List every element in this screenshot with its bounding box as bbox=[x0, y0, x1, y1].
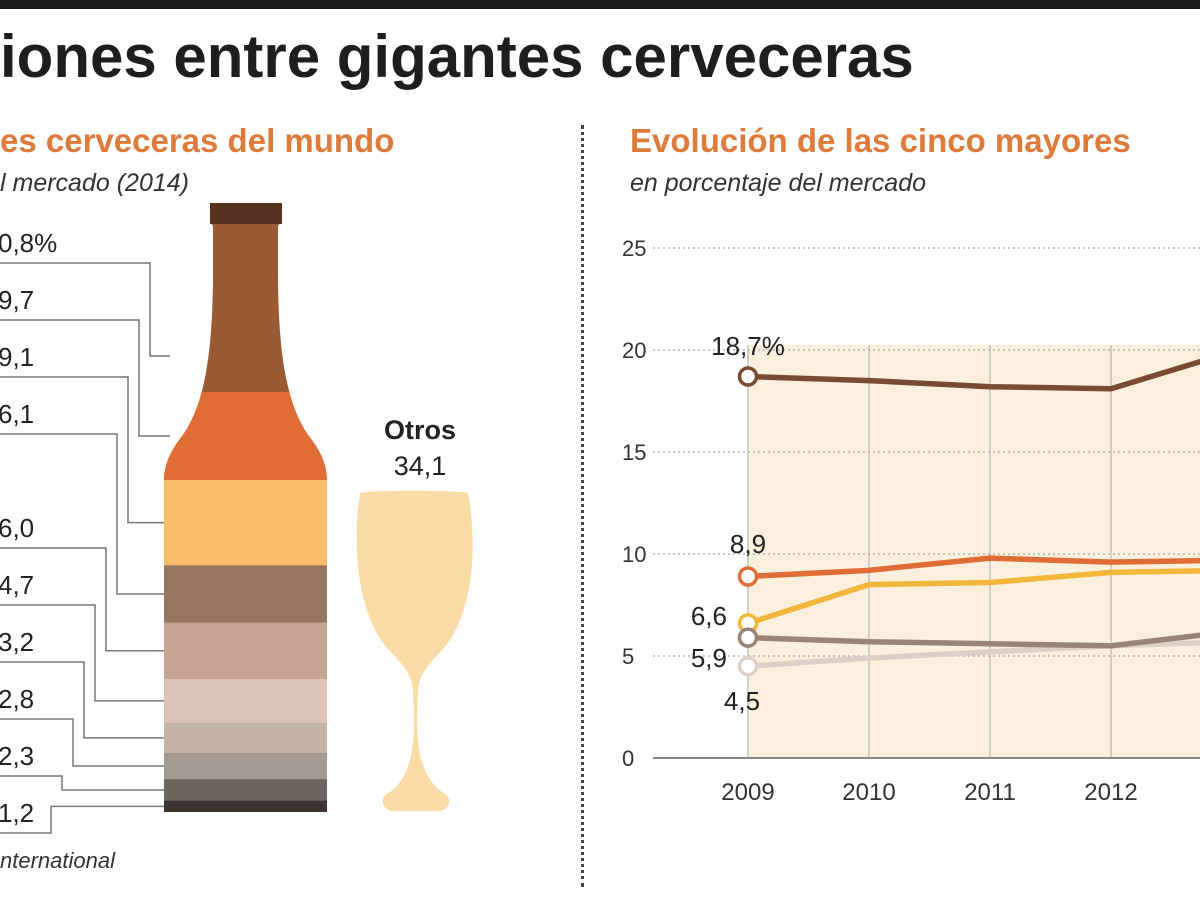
horizontal-grid bbox=[653, 247, 1200, 759]
y-tick-label: 5 bbox=[622, 644, 634, 669]
plot-background bbox=[748, 345, 1200, 758]
bottle-labels: 0,8% 9,7 9,1 6,1 6,0 4,7 3,2 2,8 2,3 1,2 bbox=[0, 228, 57, 828]
series-line bbox=[745, 555, 1200, 580]
x-tick-label: 2010 bbox=[842, 779, 895, 806]
vertical-grid bbox=[747, 345, 1112, 758]
y-tick-label: 10 bbox=[622, 542, 646, 567]
leader-line bbox=[0, 661, 170, 739]
leader-line bbox=[0, 775, 170, 791]
others-label: Otros bbox=[384, 415, 456, 445]
leader-lines bbox=[0, 262, 170, 834]
bottle-value-label: 1,2 bbox=[0, 798, 34, 828]
leader-line bbox=[0, 319, 170, 437]
y-axis-ticks: 0 5 10 15 20 25 bbox=[622, 236, 646, 771]
leader-line bbox=[0, 376, 170, 524]
series-lines bbox=[745, 358, 1200, 669]
bottle-value-label: 9,7 bbox=[0, 285, 34, 315]
bottle-value-label: 2,8 bbox=[0, 684, 34, 714]
series-start-label: 18,7% bbox=[711, 331, 785, 361]
x-tick-label: 2012 bbox=[1084, 779, 1137, 806]
series-line bbox=[745, 358, 1200, 392]
x-axis-ticks: 20092010201120122013 bbox=[721, 779, 1137, 806]
series-start-marker bbox=[737, 366, 759, 387]
source-note: nternational bbox=[0, 848, 115, 873]
bottle-segment bbox=[164, 722, 327, 754]
line-chart-subtitle: Evolución de las cinco mayores bbox=[630, 122, 1131, 159]
bottle-segment bbox=[164, 779, 327, 802]
series-start-label: 8,9 bbox=[730, 529, 766, 559]
x-tick-label: 2011 bbox=[964, 779, 1016, 806]
bottle-chart-note: l mercado (2014) bbox=[0, 169, 189, 197]
leader-line bbox=[0, 805, 170, 834]
others-value: 34,1 bbox=[394, 451, 447, 481]
bottle-chart: 0,8% 9,7 9,1 6,1 6,0 4,7 3,2 2,8 2,3 1,2 Otros 34… bbox=[0, 203, 473, 834]
main-title: iones entre gigantes cerveceras bbox=[0, 23, 914, 90]
line-chart-note: en porcentaje del mercado bbox=[630, 169, 927, 197]
bottle-value-label: 9,1 bbox=[0, 342, 34, 372]
y-tick-label: 20 bbox=[622, 338, 646, 363]
leader-line bbox=[0, 718, 170, 767]
bottle-value-label: 3,2 bbox=[0, 627, 34, 657]
x-tick-label: 2009 bbox=[721, 779, 774, 806]
leader-line bbox=[0, 433, 170, 595]
series-start-labels: 18,7% 8,9 6,6 5,9 4,5 bbox=[691, 331, 785, 716]
bottle-chart-subtitle: es cerveceras del mundo bbox=[0, 122, 395, 159]
bottle-segment bbox=[164, 752, 327, 780]
bottle-value-label: 4,7 bbox=[0, 570, 34, 600]
bottle-value-label: 0,8% bbox=[0, 228, 57, 258]
bottle-segment bbox=[164, 565, 327, 624]
bottle-value-label: 6,0 bbox=[0, 513, 34, 543]
series-line bbox=[745, 568, 1200, 627]
top-bar bbox=[0, 0, 1200, 9]
bottle-segment bbox=[164, 622, 327, 680]
leader-line bbox=[0, 262, 170, 357]
leader-line bbox=[0, 547, 170, 652]
bottle-segment bbox=[164, 678, 327, 724]
series-start-marker bbox=[737, 655, 759, 677]
bottle-segment bbox=[164, 800, 327, 812]
series-line bbox=[745, 632, 1200, 649]
series-start-marker bbox=[737, 566, 759, 587]
panel-divider bbox=[581, 125, 584, 887]
series-line bbox=[745, 640, 1200, 669]
bottle-segment bbox=[164, 480, 327, 566]
series-start-label: 6,6 bbox=[691, 601, 727, 631]
bottle-value-label: 6,1 bbox=[0, 399, 34, 429]
bottle-value-label: 2,3 bbox=[0, 741, 34, 771]
y-tick-label: 15 bbox=[622, 440, 646, 465]
leader-line bbox=[0, 604, 170, 702]
y-tick-label: 25 bbox=[622, 236, 646, 261]
series-markers bbox=[737, 366, 759, 677]
bottle-cap bbox=[210, 203, 282, 224]
series-start-marker bbox=[737, 627, 759, 648]
series-start-label: 4,5 bbox=[724, 686, 760, 716]
y-tick-label: 0 bbox=[622, 746, 634, 771]
series-start-label: 5,9 bbox=[691, 643, 727, 673]
beer-glass bbox=[356, 490, 473, 811]
